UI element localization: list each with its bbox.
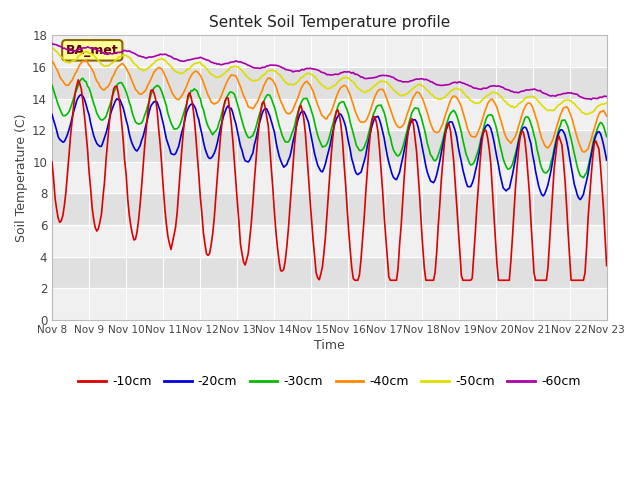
Bar (52, 193, 607, 225)
Text: BA_met: BA_met (66, 44, 118, 57)
Bar (52, 256, 607, 288)
Bar (52, 130, 607, 162)
Bar (52, 288, 607, 320)
Title: Sentek Soil Temperature profile: Sentek Soil Temperature profile (209, 15, 450, 30)
Legend: -10cm, -20cm, -30cm, -40cm, -50cm, -60cm: -10cm, -20cm, -30cm, -40cm, -50cm, -60cm (73, 370, 586, 393)
Y-axis label: Soil Temperature (C): Soil Temperature (C) (15, 113, 28, 242)
Bar (52, 162, 607, 193)
Bar (52, 225, 607, 256)
Bar (52, 67, 607, 98)
X-axis label: Time: Time (314, 339, 345, 352)
Bar (52, 36, 607, 67)
Bar (52, 98, 607, 130)
